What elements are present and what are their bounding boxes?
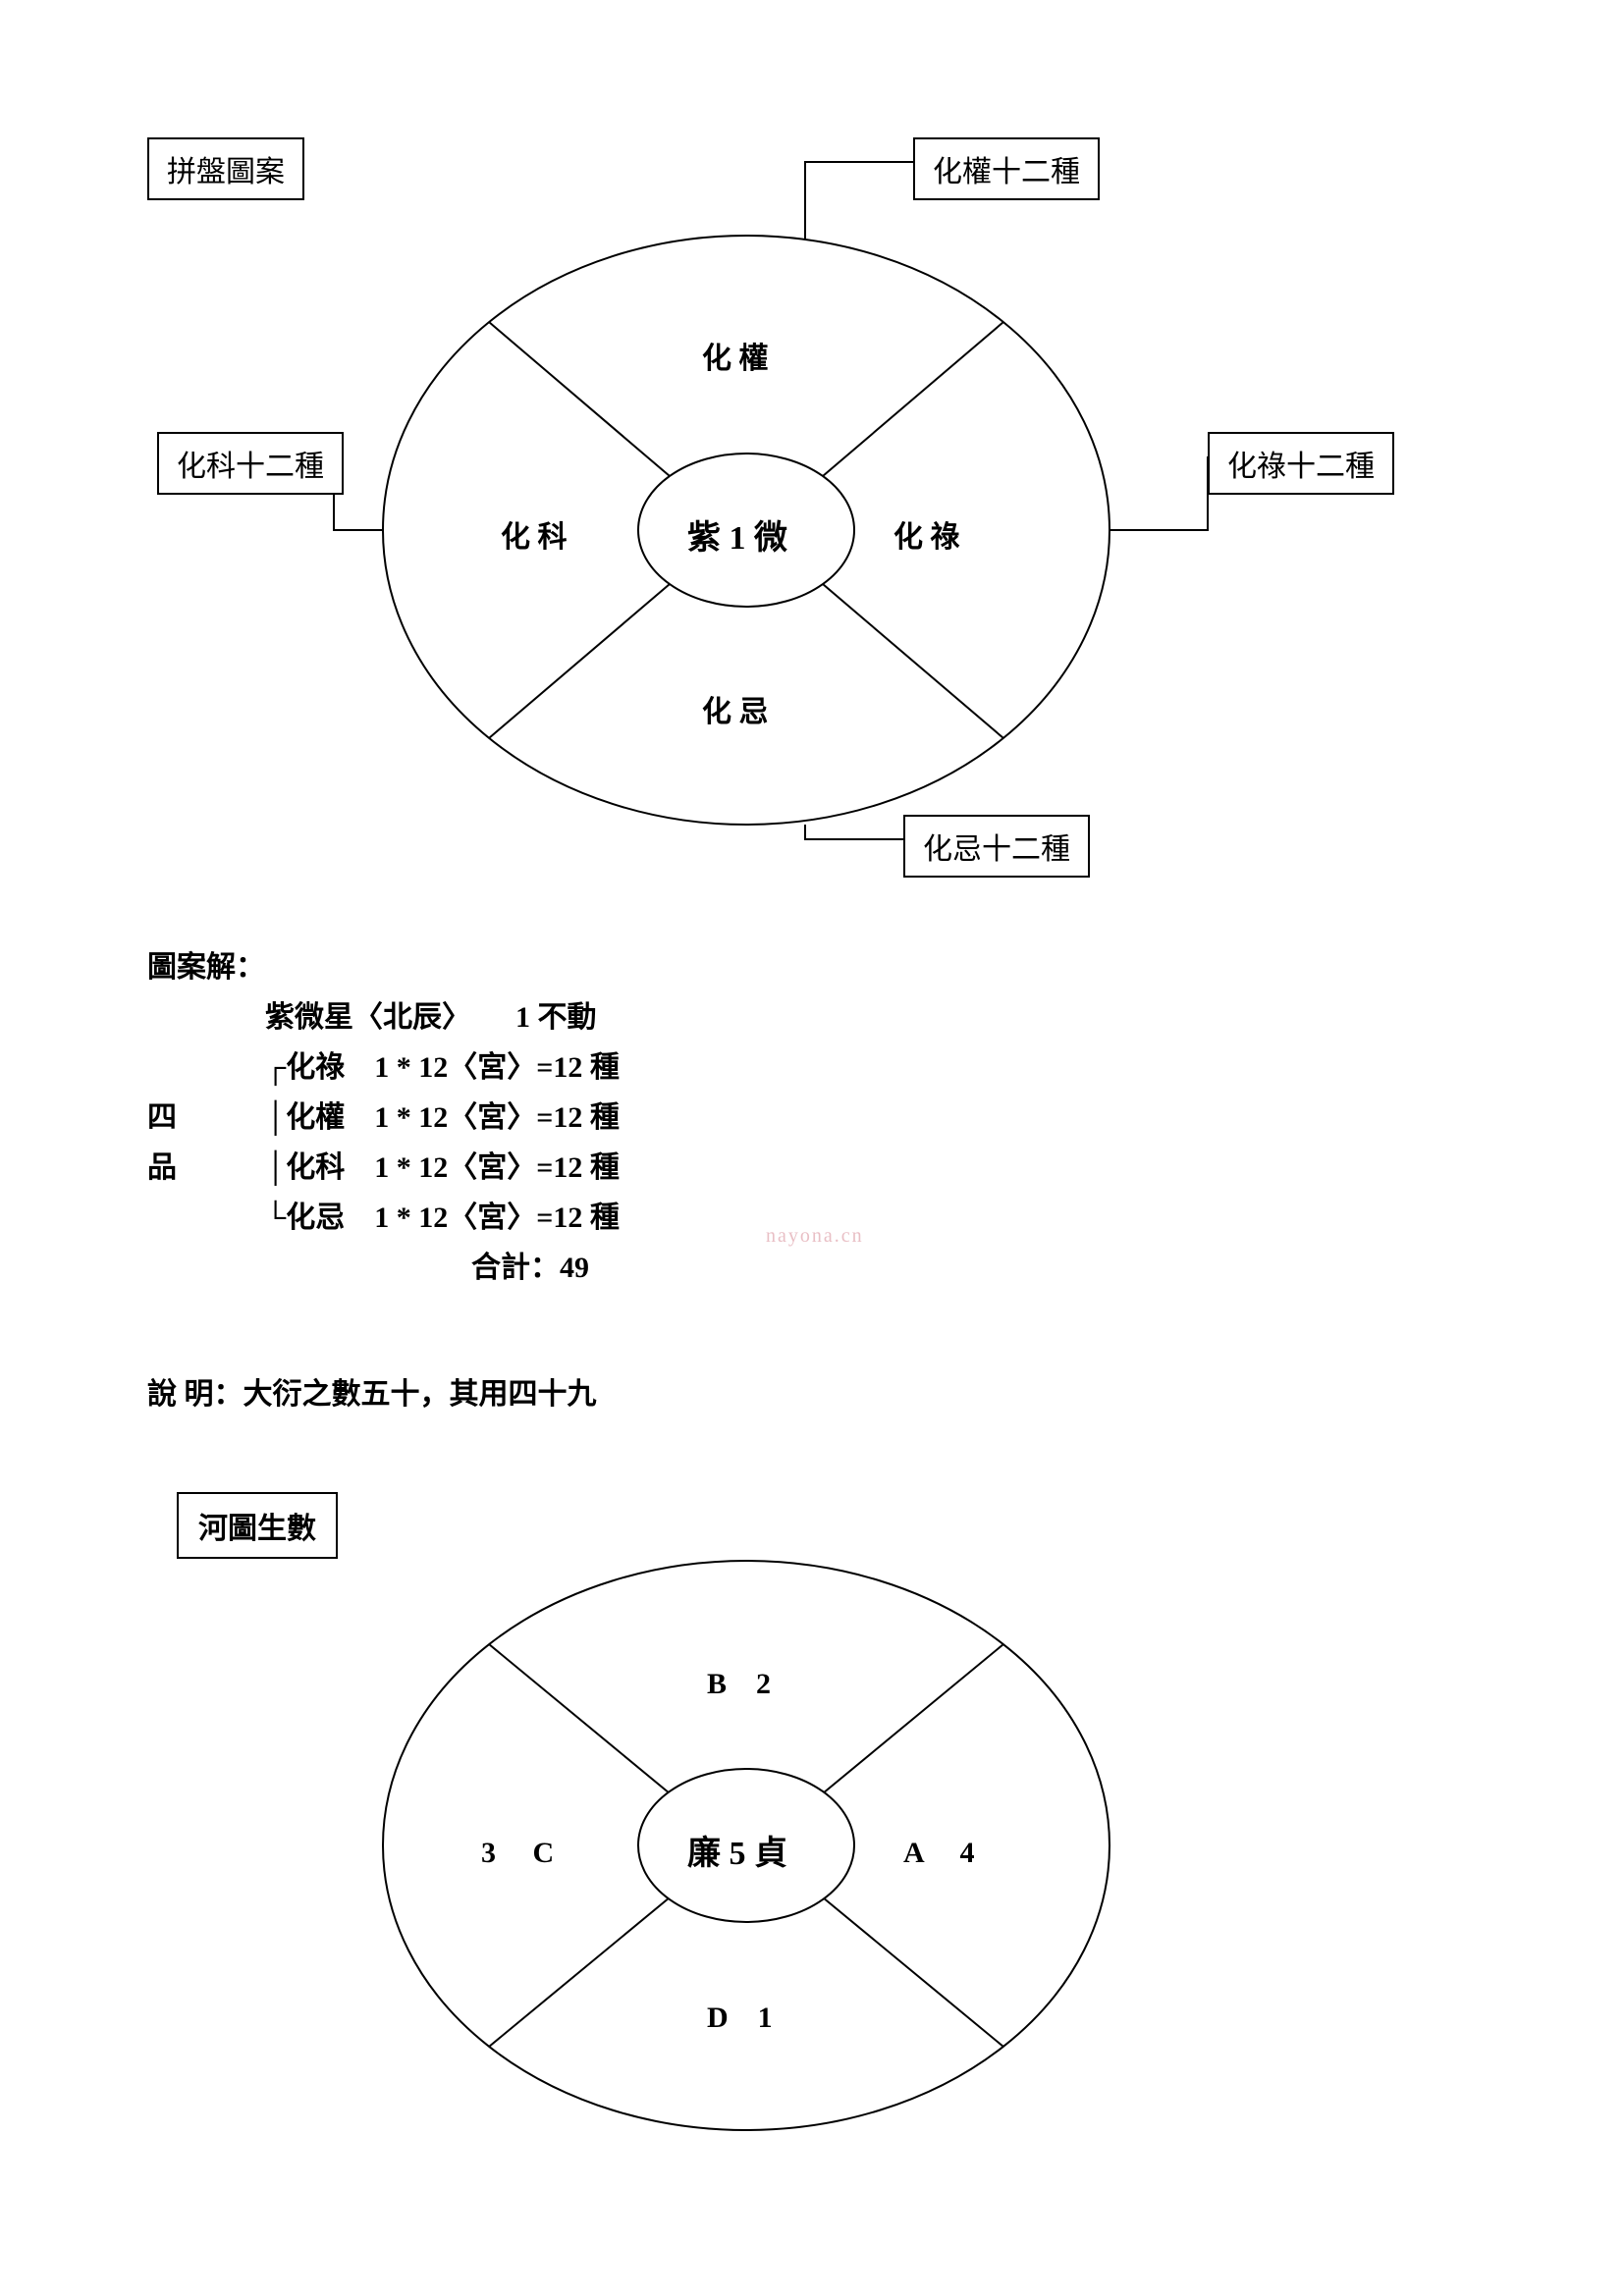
explain-r1: ┌化祿 1 * 12〈宮〉=12 種 (265, 1042, 620, 1093)
explain-leftcol-2: 品 (147, 1143, 206, 1193)
d2-center-label: 廉 5 貞 (687, 1826, 787, 1874)
section2-title-box: 河圖生數 (177, 1492, 338, 1559)
page: 拼盤圖案 (0, 0, 1624, 2296)
explain-r2: │化權 1 * 12〈宮〉=12 種 (265, 1093, 620, 1143)
d1-right-label: 化 祿 (893, 512, 960, 556)
explain-line1: 紫微星〈北辰〉 1 不動 (265, 992, 620, 1042)
d2-right-label: A 4 (903, 1828, 975, 1871)
d2-bottom-label: D 1 (707, 1993, 773, 2036)
d1-bottom-label: 化 忌 (702, 687, 769, 730)
explain-r4: └化忌 1 * 12〈宮〉=12 種 (265, 1193, 620, 1243)
explain-note: 說 明：大衍之數五十，其用四十九 (147, 1369, 597, 1413)
callout-top-box: 化權十二種 (913, 137, 1100, 200)
d1-center-label: 紫 1 微 (687, 510, 787, 559)
explain-r3: │化科 1 * 12〈宮〉=12 種 (265, 1143, 620, 1193)
explain-leftcol-1: 四 (147, 1093, 206, 1143)
d2-top-label: B 2 (707, 1659, 771, 1702)
d2-left-label: 3 C (481, 1828, 554, 1871)
explanation-block: 圖案解： 紫微星〈北辰〉 1 不動 四 品 ┌化祿 1 * 12〈宮〉=12 種… (147, 942, 620, 1293)
callout-left-box: 化科十二種 (157, 432, 344, 495)
d1-left-label: 化 科 (501, 512, 568, 556)
explain-total: 合計：49 (471, 1243, 620, 1293)
explain-header: 圖案解： (147, 942, 620, 992)
watermark-text: nayona.cn (766, 1225, 864, 1248)
d1-top-label: 化 權 (702, 334, 769, 377)
callout-bottom-box: 化忌十二種 (903, 815, 1090, 878)
callout-right-box: 化祿十二種 (1208, 432, 1394, 495)
